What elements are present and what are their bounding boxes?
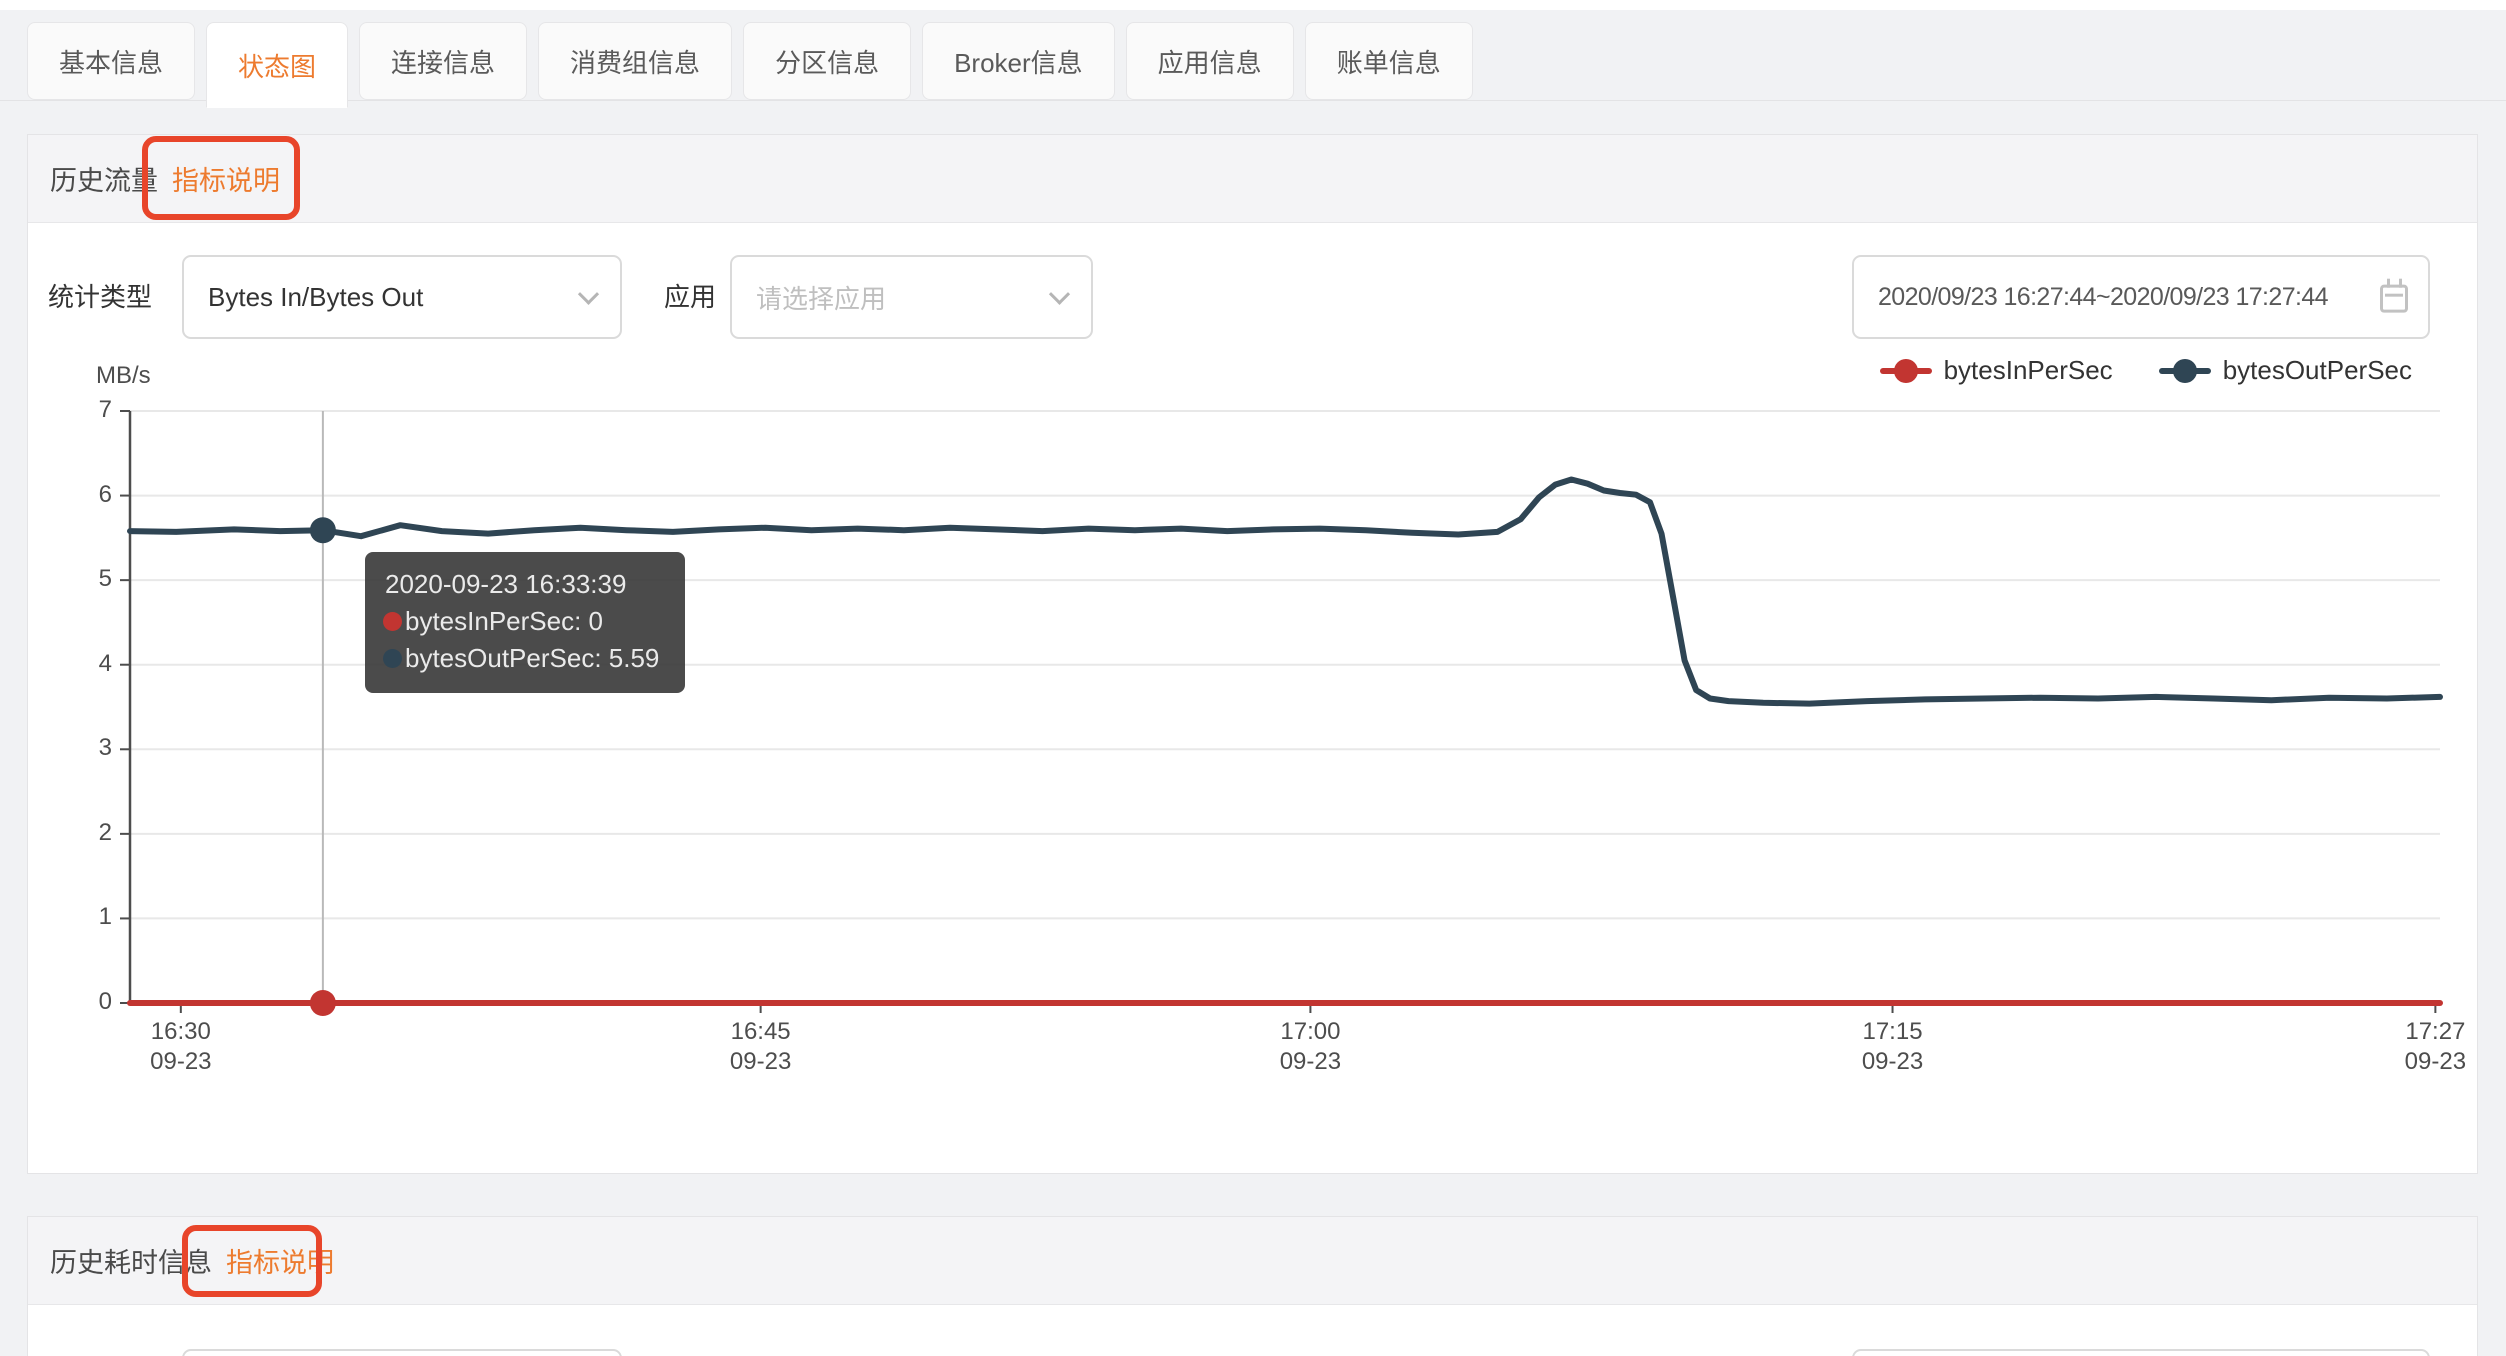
tooltip-row-bytesInPerSec: bytesInPerSec: 0 xyxy=(383,603,659,640)
tab-strip-divider xyxy=(0,100,2506,101)
legend-item-bytesOutPerSec[interactable]: bytesOutPerSec xyxy=(2158,355,2412,386)
date-range-picker[interactable]: 2020/09/23 16:27:44~2020/09/23 17:27:44 xyxy=(1852,255,2430,339)
chevron-down-icon xyxy=(577,283,600,305)
tab-label: 连接信息 xyxy=(391,47,496,78)
latency-card-body xyxy=(28,1305,2477,1356)
tooltip-rows: bytesInPerSec: 0 bytesOutPerSec: 5.59 xyxy=(383,603,659,677)
chart-tooltip: 2020-09-23 16:33:39 bytesInPerSec: 0 byte… xyxy=(365,552,686,693)
app-select[interactable]: 请选择应用 xyxy=(730,255,1093,339)
tab-label: 应用信息 xyxy=(1157,47,1262,78)
x-axis-tick-label: 17:00 09-23 xyxy=(1279,1018,1342,1075)
x-axis-tick-label: 17:27 09-23 xyxy=(2404,1018,2466,1075)
date-range-value: 2020/09/23 16:27:44~2020/09/23 17:27:44 xyxy=(1878,282,2329,311)
legend-marker-icon xyxy=(2158,367,2211,374)
tab-item-3[interactable]: 消费组信息 xyxy=(538,22,733,100)
tab-item-2[interactable]: 连接信息 xyxy=(359,22,528,100)
y-axis-unit-label: MB/s xyxy=(96,362,151,389)
tab-label: Broker信息 xyxy=(954,47,1083,78)
y-axis-tick-label: 5 xyxy=(98,565,112,593)
y-axis-tick-label: 1 xyxy=(98,903,112,931)
series-line-bytesOutPerSec xyxy=(127,476,2443,707)
tab-item-4[interactable]: 分区信息 xyxy=(743,22,912,100)
legend-label: bytesInPerSec xyxy=(1943,355,2113,385)
app-select-placeholder: 请选择应用 xyxy=(756,283,887,314)
tooltip-series-value: bytesInPerSec: 0 xyxy=(405,606,603,636)
latency-stat-type-select[interactable] xyxy=(182,1349,622,1356)
marker-dot-bytesOutPerSec xyxy=(309,517,336,544)
tooltip-series-value: bytesOutPerSec: 5.59 xyxy=(405,643,660,673)
top-strip xyxy=(0,0,2506,10)
legend-item-bytesInPerSec[interactable]: bytesInPerSec xyxy=(1879,355,2113,386)
latency-metric-desc-link[interactable]: 指标说明 xyxy=(226,1248,334,1278)
y-axis-tick-label: 6 xyxy=(98,480,112,508)
traffic-card-body: 统计类型 Bytes In/Bytes Out 应用 请选择应用 2020/09… xyxy=(28,223,2477,1172)
latency-section-title: 历史耗时信息 xyxy=(50,1248,212,1278)
tab-bar: 基本信息 状态图 连接信息 消费组信息 分区信息 Broker信息 应用信息 账单信息 xyxy=(27,22,1473,108)
tooltip-timestamp: 2020-09-23 16:33:39 xyxy=(385,569,627,599)
marker-dot-bytesInPerSec xyxy=(309,990,336,1016)
traffic-section-title: 历史流量 xyxy=(50,166,158,196)
y-axis-tick-label: 7 xyxy=(98,396,112,423)
tooltip-row-bytesOutPerSec: bytesOutPerSec: 5.59 xyxy=(383,640,659,677)
tab-item-7[interactable]: 账单信息 xyxy=(1304,22,1473,100)
traffic-metric-desc-link[interactable]: 指标说明 xyxy=(172,166,280,196)
y-axis-tick-label: 2 xyxy=(98,818,112,846)
x-axis-tick-label: 16:45 09-23 xyxy=(729,1018,792,1075)
y-axis-tick-label: 3 xyxy=(98,734,112,762)
chart-legend: bytesInPerSec bytesOutPerSec xyxy=(1879,355,2412,386)
traffic-card: 历史流量 指标说明 统计类型 Bytes In/Bytes Out 应用 请选择… xyxy=(27,134,2478,1174)
tab-item-1[interactable]: 状态图 xyxy=(206,22,349,108)
tab-label: 状态图 xyxy=(238,51,317,82)
tooltip-series-dot xyxy=(383,612,402,631)
x-axis-tick-label: 16:30 09-23 xyxy=(150,1018,212,1075)
app-label: 应用 xyxy=(664,282,717,312)
tab-item-6[interactable]: 应用信息 xyxy=(1125,22,1294,100)
chevron-down-icon xyxy=(1048,283,1071,305)
tab-label: 基本信息 xyxy=(59,47,164,78)
calendar-icon xyxy=(2380,278,2408,313)
tab-item-5[interactable]: Broker信息 xyxy=(922,22,1115,100)
legend-label: bytesOutPerSec xyxy=(2222,355,2412,385)
x-axis-labels: 16:30 09-23 16:45 09-23 17:00 09-23 17:15 09-23… xyxy=(130,1017,2466,1083)
stat-type-value: Bytes In/Bytes Out xyxy=(208,281,424,312)
stat-type-select[interactable]: Bytes In/Bytes Out xyxy=(182,255,622,339)
y-axis-tick-label: 0 xyxy=(98,988,112,1015)
tooltip-series-dot xyxy=(383,649,402,668)
latency-section-header: 历史耗时信息 指标说明 xyxy=(28,1217,2477,1305)
y-axis-tick-label: 4 xyxy=(98,649,112,677)
stat-type-label: 统计类型 xyxy=(48,282,153,312)
latency-card: 历史耗时信息 指标说明 xyxy=(27,1216,2478,1356)
chart-plot-area xyxy=(120,410,2443,1016)
tab-label: 消费组信息 xyxy=(570,47,701,78)
traffic-chart[interactable] xyxy=(120,410,2443,1016)
tab-label: 账单信息 xyxy=(1336,47,1441,78)
traffic-section-header: 历史流量 指标说明 xyxy=(28,135,2477,223)
latency-date-range-picker[interactable] xyxy=(1852,1349,2430,1356)
legend-marker-icon xyxy=(1879,367,1932,374)
x-axis-tick-label: 17:15 09-23 xyxy=(1861,1018,1924,1075)
tab-item-0[interactable]: 基本信息 xyxy=(27,22,196,100)
tab-label: 分区信息 xyxy=(775,47,880,78)
